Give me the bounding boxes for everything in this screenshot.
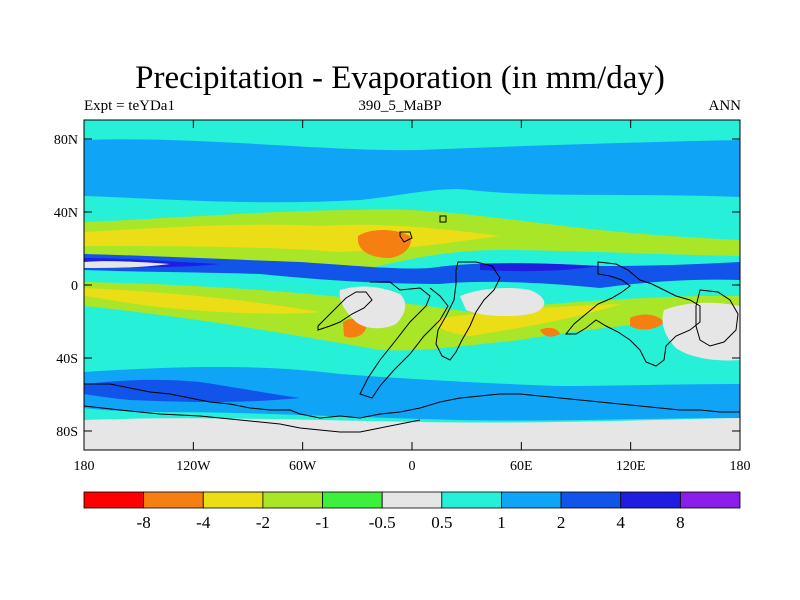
coastline-east-australia [695, 289, 739, 347]
coastline-antarctic-2 [84, 405, 421, 433]
field-continent-grey-4 [84, 261, 170, 268]
y-tick-label: 40S [56, 352, 78, 367]
field-itcz-core [84, 258, 600, 272]
x-tick-label: 180 [74, 459, 95, 474]
plot-title: Precipitation - Evaporation (in mm/day) [135, 60, 665, 96]
coastline-pacific-west [317, 291, 373, 331]
field-continent-grey-3 [662, 302, 740, 361]
colorbar-swatch [381, 491, 443, 509]
coastline-atlantic-north [399, 231, 413, 243]
x-tick-label: 120W [176, 459, 211, 474]
colorbar-label: 4 [616, 513, 625, 532]
coastline-asia-edge [564, 261, 701, 367]
field-small-orange [540, 327, 560, 337]
season-label: ANN [708, 98, 742, 114]
colorbar-label: 1 [497, 513, 506, 532]
colorbar-label: -8 [137, 513, 151, 532]
field-southern-dry-core [84, 288, 620, 336]
field-continent-grey-2 [460, 288, 545, 317]
colorbar-swatch [202, 491, 264, 509]
x-axis: 180 120W 60W 0 60E 120E 180 [74, 120, 751, 474]
colorbar-swatch [322, 491, 383, 509]
field-continent-grey-1 [339, 286, 406, 329]
field-southern-wet-core [84, 379, 300, 402]
coastline-antarctic [84, 383, 740, 419]
colorbar-swatch [560, 491, 622, 509]
x-tick-label: 180 [730, 459, 751, 474]
colorbar-label: 2 [557, 513, 566, 532]
colorbar-swatch [143, 491, 204, 509]
field-southern-dry-band [84, 282, 740, 351]
colorbar: -8 -4 -2 -1 -0.5 0.5 1 2 4 8 [83, 491, 741, 532]
colorbar-label: -4 [196, 513, 211, 532]
field-itcz-band [84, 254, 740, 288]
y-axis: 80N 40N 0 40S 80S [54, 133, 740, 440]
colorbar-swatch [679, 491, 741, 509]
colorbar-label: 0.5 [431, 513, 452, 532]
x-tick-label: 0 [409, 459, 416, 474]
colorbar-swatch [83, 491, 145, 509]
y-tick-label: 80N [54, 133, 78, 148]
colorbar-label: -1 [315, 513, 329, 532]
y-tick-label: 0 [71, 279, 78, 294]
coastline-africa [435, 261, 501, 361]
x-tick-label: 60W [289, 459, 317, 474]
colorbar-swatch [441, 491, 502, 509]
field-northern-wet-band [84, 139, 740, 203]
map-field [84, 120, 740, 450]
colorbar-swatch [501, 491, 562, 509]
time-label: 390_5_MaBP [358, 98, 442, 114]
coastline-south-america [359, 281, 449, 399]
field-indian-ocean-orange [630, 314, 664, 330]
coastlines [84, 215, 740, 433]
y-tick-label: 40N [54, 206, 78, 221]
x-tick-label: 120E [616, 459, 646, 474]
x-tick-label: 60E [510, 459, 533, 474]
colorbar-swatch [262, 491, 323, 509]
field-antarctica [84, 418, 740, 450]
colorbar-label: 8 [676, 513, 685, 532]
experiment-label: Expt = teYDa1 [84, 98, 175, 114]
colorbar-label: -0.5 [369, 513, 396, 532]
y-tick-label: 80S [56, 425, 78, 440]
colorbar-swatch [620, 491, 681, 509]
colorbar-label: -2 [256, 513, 270, 532]
field-north-atlantic-orange [357, 230, 411, 258]
coastline-small-island [439, 215, 447, 223]
